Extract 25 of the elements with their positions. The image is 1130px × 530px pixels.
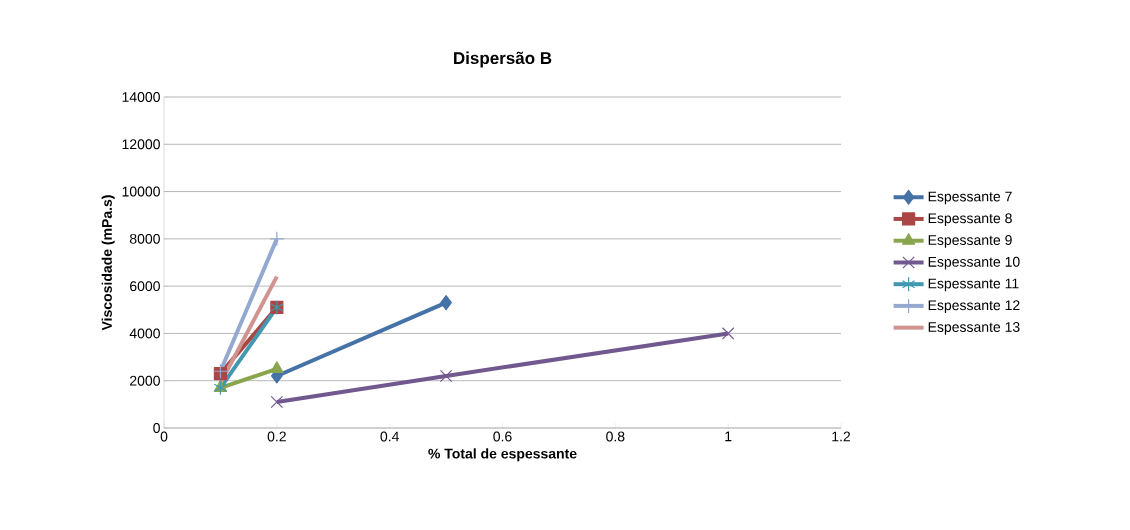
legend-label: Espessante 7 (928, 191, 1012, 205)
x-tick-label: 0.2 (267, 431, 286, 442)
x-tick-label: 0.8 (606, 431, 625, 442)
x-tick-label: 1.2 (832, 431, 851, 442)
x-tick-label: 0.6 (493, 431, 512, 442)
legend-label: Espessante 13 (928, 322, 1020, 335)
y-tick-label: 12000 (122, 139, 160, 150)
legend-label: Espessante 11 (928, 278, 1019, 292)
y-tick-label: 14000 (122, 92, 160, 102)
y-tick-label: 6000 (130, 281, 160, 292)
legend-label: Espessante 8 (928, 213, 1012, 226)
x-tick-label: 0 (160, 431, 168, 442)
legend-label: Espessante 10 (928, 256, 1020, 270)
y-tick-label: 0 (153, 423, 160, 433)
legend-label: Espessante 9 (928, 235, 1012, 248)
y-tick-label: 8000 (129, 233, 160, 244)
x-tick-label: 1 (725, 431, 732, 442)
y-tick-label: 10000 (122, 186, 160, 197)
x-tick-label: 0.4 (380, 431, 399, 442)
y-tick-label: 4000 (129, 328, 160, 339)
legend-label: Espessante 12 (928, 300, 1020, 313)
y-tick-label: 2000 (130, 375, 160, 386)
x-axis-title: % Total de espessante (428, 448, 577, 462)
y-axis-title: Viscosidade (mPa.s) (101, 195, 115, 331)
chart-title: Dispersão B (454, 51, 552, 68)
